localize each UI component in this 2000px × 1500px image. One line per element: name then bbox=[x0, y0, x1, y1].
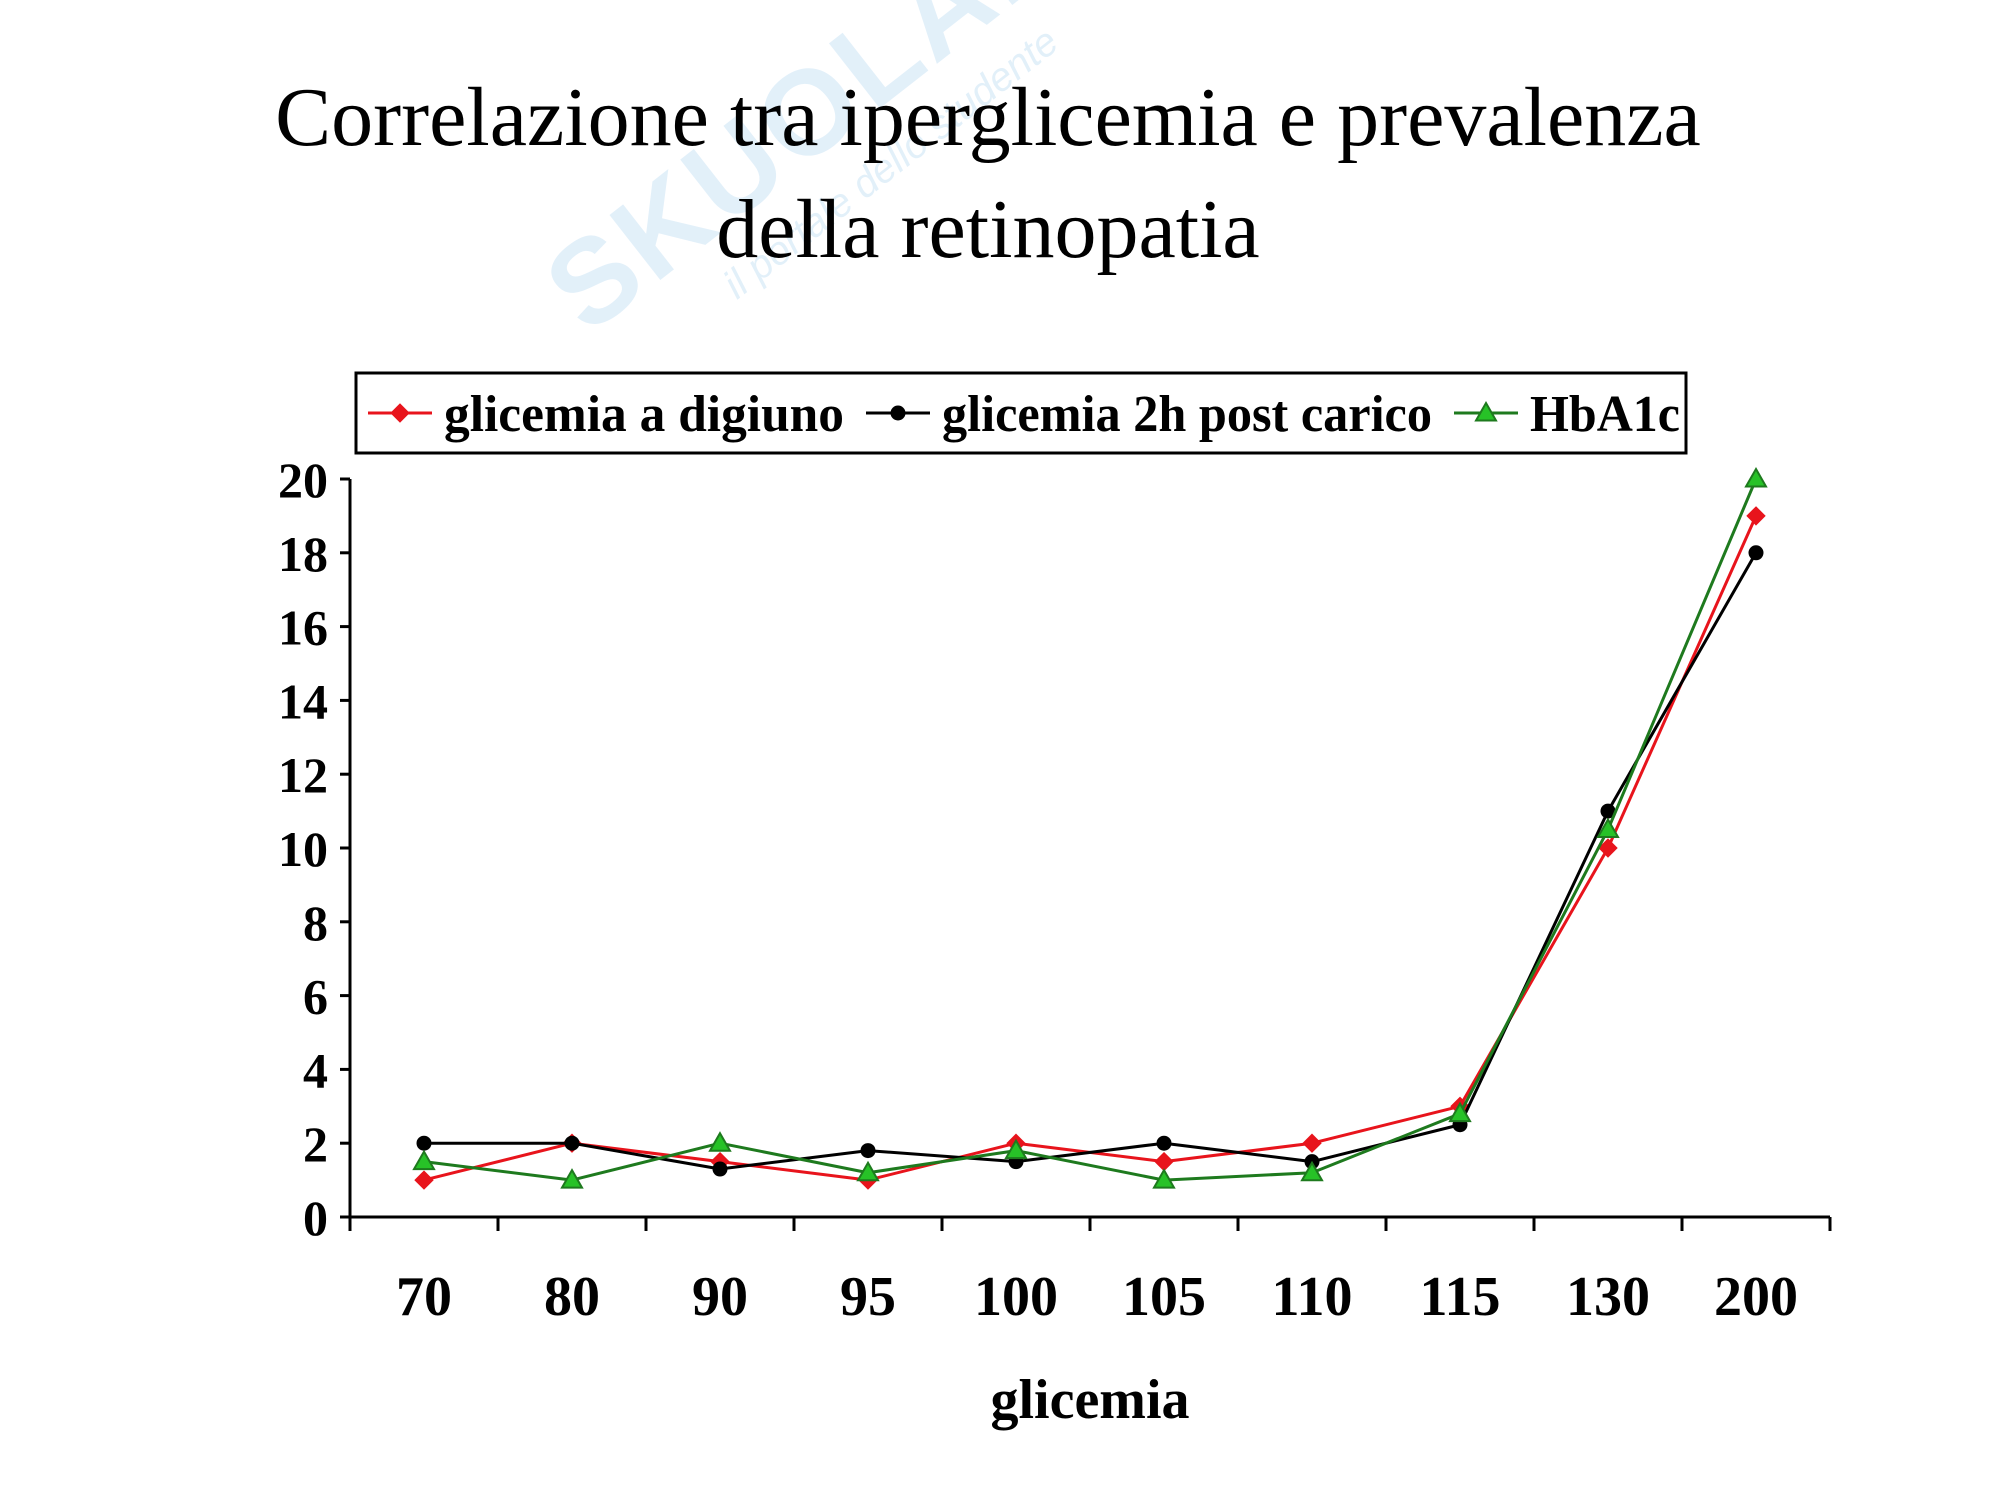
y-tick-label: 14 bbox=[278, 673, 328, 729]
data-point-series-1 bbox=[1302, 1133, 1322, 1153]
data-point-series-1 bbox=[414, 1170, 434, 1190]
data-point-series-3 bbox=[560, 1168, 584, 1189]
x-tick-label: 105 bbox=[1122, 1266, 1206, 1328]
slide-title-line-2: della retinopatia bbox=[716, 183, 1260, 276]
x-tick-label: 130 bbox=[1566, 1266, 1650, 1328]
data-point-series-3 bbox=[1744, 466, 1768, 488]
x-axis-label: glicemia bbox=[990, 1369, 1189, 1431]
series-line-3 bbox=[423, 478, 1758, 1182]
x-tick-label: 80 bbox=[544, 1266, 600, 1328]
legend-label-3: HbA1c bbox=[1530, 386, 1680, 443]
x-tick-label: 110 bbox=[1272, 1266, 1353, 1328]
y-tick-label: 12 bbox=[278, 747, 328, 803]
data-point-series-1 bbox=[1598, 838, 1618, 858]
y-tick-label: 2 bbox=[303, 1116, 328, 1172]
x-tick-label: 115 bbox=[1420, 1266, 1501, 1328]
legend-marker-2 bbox=[890, 405, 906, 421]
data-point-series-1 bbox=[1746, 506, 1766, 526]
series-line-2 bbox=[424, 552, 1758, 1171]
slide-title-line-1: Correlazione tra iperglicemia e prevalen… bbox=[275, 71, 1701, 164]
y-tick-label: 20 bbox=[278, 452, 328, 508]
y-tick-label: 10 bbox=[278, 821, 328, 877]
data-point-series-3 bbox=[856, 1160, 880, 1182]
y-tick-label: 18 bbox=[278, 526, 328, 582]
legend-label-2: glicemia 2h post carico bbox=[942, 386, 1432, 443]
data-point-series-2 bbox=[860, 1143, 876, 1159]
data-point-series-3 bbox=[1448, 1101, 1472, 1123]
x-tick-label: 70 bbox=[396, 1266, 452, 1328]
data-point-series-3 bbox=[1004, 1138, 1028, 1160]
data-point-series-2 bbox=[712, 1161, 728, 1177]
x-tick-label: 200 bbox=[1714, 1266, 1798, 1328]
legend-label-1: glicemia a digiuno bbox=[444, 386, 844, 443]
data-point-series-3 bbox=[412, 1149, 436, 1171]
data-point-series-1 bbox=[1154, 1151, 1174, 1172]
x-tick-label: 100 bbox=[974, 1266, 1058, 1328]
series-line-1 bbox=[423, 515, 1758, 1182]
legend-marker-3 bbox=[1474, 400, 1498, 422]
data-point-series-2 bbox=[416, 1135, 432, 1151]
data-point-series-3 bbox=[1596, 817, 1620, 839]
data-point-series-2 bbox=[1600, 803, 1616, 819]
y-tick-label: 4 bbox=[303, 1042, 328, 1098]
data-point-series-2 bbox=[1748, 545, 1764, 561]
data-point-series-2 bbox=[564, 1135, 580, 1151]
data-point-series-2 bbox=[1156, 1135, 1172, 1151]
data-point-series-3 bbox=[708, 1131, 732, 1152]
slide-title: Correlazione tra iperglicemia e prevalen… bbox=[0, 62, 1976, 286]
y-tick-label: 0 bbox=[303, 1190, 328, 1246]
legend-marker-1 bbox=[390, 403, 410, 423]
y-tick-label: 6 bbox=[303, 969, 328, 1025]
data-point-series-3 bbox=[1152, 1168, 1176, 1189]
y-tick-label: 8 bbox=[303, 895, 328, 951]
data-point-series-3 bbox=[1300, 1160, 1324, 1182]
x-tick-label: 90 bbox=[692, 1266, 748, 1328]
x-tick-label: 95 bbox=[840, 1266, 896, 1328]
y-tick-label: 16 bbox=[278, 600, 328, 656]
